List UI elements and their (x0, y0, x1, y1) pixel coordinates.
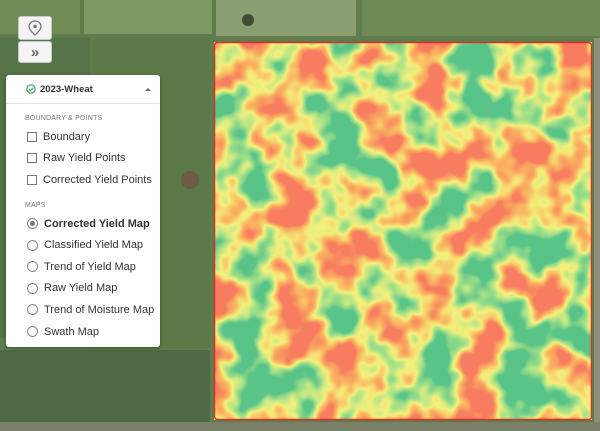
checkbox[interactable] (27, 153, 37, 164)
checkbox[interactable] (27, 174, 37, 185)
checkbox-option[interactable]: Corrected Yield Points (6, 169, 160, 191)
tree-cluster (242, 14, 254, 26)
sections: BOUNDARY & POINTS Boundary Raw Yield Point… (6, 115, 160, 342)
panel-header[interactable]: 2023-Wheat (6, 75, 160, 104)
option-label: Trend of Moisture Map (44, 303, 155, 316)
field-boundary (213, 41, 593, 421)
radio-option[interactable]: Trend of Yield Map (6, 256, 160, 278)
field (362, 0, 600, 36)
field (0, 350, 210, 431)
radio-button[interactable] (27, 326, 38, 338)
yield-map-overlay (214, 42, 592, 420)
option-label: Boundary (43, 130, 91, 143)
checkbox[interactable] (27, 131, 37, 142)
road (594, 38, 600, 431)
location-button[interactable] (18, 16, 52, 40)
option-label: Raw Yield Map (44, 282, 118, 295)
option-label: Corrected Yield Points (43, 173, 152, 186)
section-heading: MAPS (25, 201, 46, 209)
radio-button[interactable] (27, 282, 38, 294)
tree-cluster (181, 171, 199, 189)
radio-button[interactable] (27, 218, 38, 230)
option-label: Swath Map (44, 325, 100, 338)
radio-option[interactable]: Trend of Moisture Map (6, 299, 160, 321)
radio-dot (30, 221, 35, 227)
check-icon (26, 84, 36, 94)
radio-option[interactable]: Raw Yield Map (6, 278, 160, 300)
option-label: Raw Yield Points (43, 152, 126, 165)
road (0, 422, 600, 431)
panel-title: 2023-Wheat (40, 83, 93, 95)
radio-option[interactable]: Corrected Yield Map (6, 213, 160, 235)
option-label: Classified Yield Map (44, 239, 144, 252)
radio-button[interactable] (27, 239, 38, 251)
checkbox-option[interactable]: Raw Yield Points (6, 148, 160, 170)
radio-option[interactable]: Swath Map (6, 321, 160, 343)
location-icon (28, 20, 42, 36)
option-label: Corrected Yield Map (44, 217, 150, 230)
checkbox-option[interactable]: Boundary (6, 126, 160, 148)
layer-panel: 2023-Wheat BOUNDARY & POINTS Boundary Raw … (6, 75, 160, 347)
option-label: Trend of Yield Map (44, 260, 136, 273)
radio-option[interactable]: Classified Yield Map (6, 234, 160, 256)
field (216, 0, 356, 36)
field (84, 0, 212, 34)
expand-button[interactable]: » (18, 41, 52, 63)
section-heading: BOUNDARY & POINTS (25, 115, 103, 122)
radio-button[interactable] (27, 261, 38, 273)
radio-button[interactable] (27, 304, 38, 316)
collapse-caret[interactable] (144, 86, 152, 92)
